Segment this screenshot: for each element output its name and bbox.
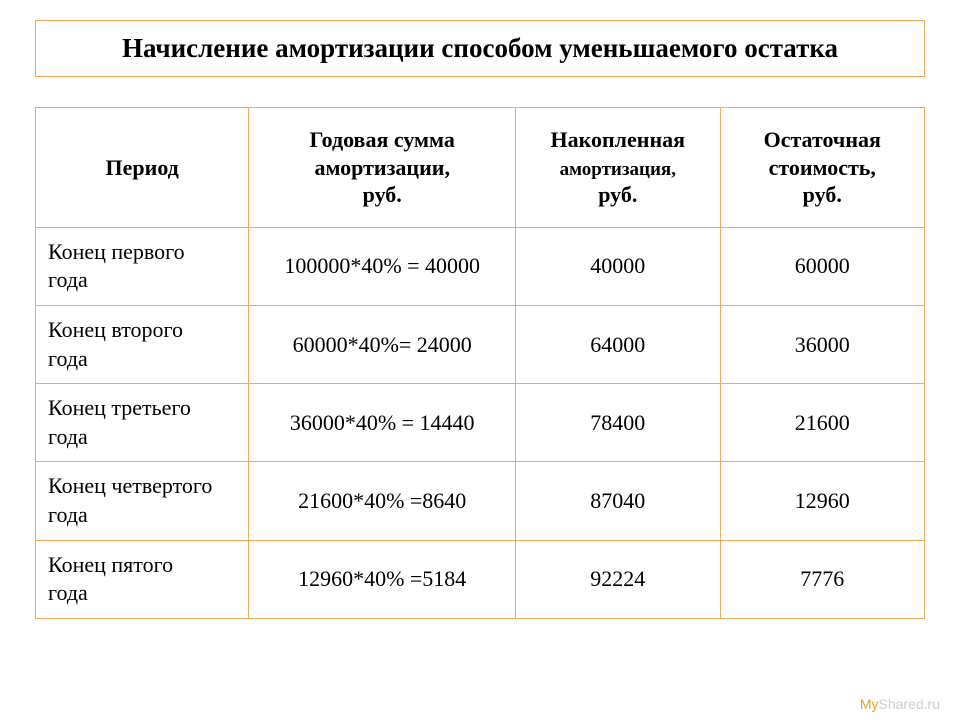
cell-accum: 64000 [516, 306, 720, 384]
cell-calc: 21600*40% =8640 [249, 462, 516, 540]
cell-accum: 78400 [516, 384, 720, 462]
depreciation-table: Период Годовая сумма амортизации, руб. Н… [35, 107, 925, 619]
cell-accum: 87040 [516, 462, 720, 540]
header-text: Годовая сумма [310, 127, 455, 152]
col-header-residual: Остаточная стоимость, руб. [720, 108, 924, 228]
table-row: Конец четвертого года 21600*40% =8640 87… [36, 462, 925, 540]
header-text: руб. [803, 182, 842, 207]
table-row: Конец первого года 100000*40% = 40000 40… [36, 227, 925, 305]
cell-text: Конец пятого [48, 552, 173, 577]
header-text: руб. [363, 182, 402, 207]
header-text: Период [106, 155, 179, 180]
cell-calc: 100000*40% = 40000 [249, 227, 516, 305]
cell-text: года [48, 346, 88, 371]
cell-period: Конец третьего года [36, 384, 249, 462]
header-text: амортизация, [560, 159, 676, 180]
cell-calc: 60000*40%= 24000 [249, 306, 516, 384]
cell-residual: 36000 [720, 306, 924, 384]
cell-residual: 21600 [720, 384, 924, 462]
watermark-part1: My [860, 696, 879, 712]
col-header-annual: Годовая сумма амортизации, руб. [249, 108, 516, 228]
cell-period: Конец четвертого года [36, 462, 249, 540]
cell-text: года [48, 580, 88, 605]
cell-text: Конец второго [48, 317, 183, 342]
cell-residual: 60000 [720, 227, 924, 305]
cell-residual: 12960 [720, 462, 924, 540]
cell-text: года [48, 267, 88, 292]
cell-accum: 92224 [516, 540, 720, 618]
cell-text: года [48, 502, 88, 527]
cell-text: Конец четвертого [48, 473, 212, 498]
page-title: Начисление амортизации способом уменьшае… [56, 31, 904, 66]
table-row: Конец пятого года 12960*40% =5184 92224 … [36, 540, 925, 618]
table-row: Конец третьего года 36000*40% = 14440 78… [36, 384, 925, 462]
cell-period: Конец пятого года [36, 540, 249, 618]
watermark-part2: Shared.ru [879, 696, 940, 712]
cell-text: Конец первого [48, 239, 185, 264]
header-text: Накопленная [551, 127, 686, 152]
title-container: Начисление амортизации способом уменьшае… [35, 20, 925, 77]
table-row: Конец второго года 60000*40%= 24000 6400… [36, 306, 925, 384]
cell-accum: 40000 [516, 227, 720, 305]
cell-period: Конец второго года [36, 306, 249, 384]
cell-text: Конец третьего [48, 395, 191, 420]
cell-text: года [48, 424, 88, 449]
col-header-period: Период [36, 108, 249, 228]
header-text: руб. [598, 182, 637, 207]
col-header-accumulated: Накопленная амортизация, руб. [516, 108, 720, 228]
cell-residual: 7776 [720, 540, 924, 618]
cell-calc: 36000*40% = 14440 [249, 384, 516, 462]
header-text: Остаточная [764, 127, 881, 152]
table-header-row: Период Годовая сумма амортизации, руб. Н… [36, 108, 925, 228]
cell-calc: 12960*40% =5184 [249, 540, 516, 618]
cell-period: Конец первого года [36, 227, 249, 305]
watermark: MyShared.ru [860, 696, 940, 712]
header-text: амортизации, [314, 155, 450, 180]
header-text: стоимость, [769, 155, 876, 180]
